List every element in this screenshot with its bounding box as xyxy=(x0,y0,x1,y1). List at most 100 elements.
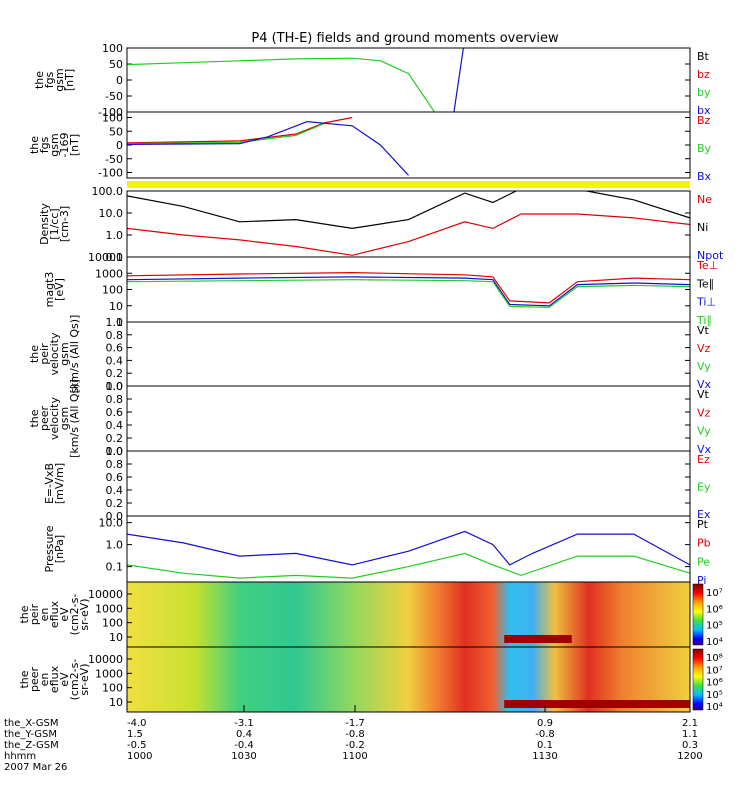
series-Ti xyxy=(127,276,690,307)
colorbar-tick-label: 10⁶ xyxy=(706,678,723,689)
x-row-value: -0.2 xyxy=(345,740,365,751)
series-By xyxy=(127,123,325,145)
y-tick-label: 0.1 xyxy=(106,561,124,574)
y-axis-label: peir xyxy=(38,343,51,365)
legend-entry: by xyxy=(697,86,711,99)
legend-entry: Ex xyxy=(697,508,711,521)
x-row-label: the_Z-GSM xyxy=(4,740,59,751)
legend-entry: Ez xyxy=(697,453,710,466)
y-axis-label: eflux xyxy=(48,665,61,693)
legend-entry: Npot xyxy=(697,249,724,262)
y-tick-label: 0.8 xyxy=(106,393,124,406)
legend-entry: Pb xyxy=(697,537,711,550)
colorbar-tick-label: 10⁵ xyxy=(706,621,723,632)
series-Pi xyxy=(127,530,690,566)
y-axis-label: [km/s (All Qs)] xyxy=(68,315,81,394)
x-row-label: the_Y-GSM xyxy=(4,729,57,740)
y-tick-label: 0.8 xyxy=(106,329,124,342)
y-tick-label: 100 xyxy=(102,682,123,695)
series-by xyxy=(127,57,436,112)
series-Pe xyxy=(127,552,690,579)
x-row-value: -0.8 xyxy=(535,729,555,740)
legend-entry: Vz xyxy=(697,342,711,355)
y-axis-label: en xyxy=(38,608,51,622)
y-tick-label: 10 xyxy=(109,631,123,644)
series-Ne xyxy=(127,213,690,256)
y-tick-label: 0.0 xyxy=(106,510,124,523)
legend-entry: Vt xyxy=(697,324,710,337)
x-row-value: -0.5 xyxy=(127,740,147,751)
y-tick-label: 0.6 xyxy=(106,342,124,355)
y-axis-label: eV xyxy=(58,672,71,687)
x-row-label: the_X-GSM xyxy=(4,718,58,729)
y-tick-label: -100 xyxy=(98,167,123,180)
colorbar-tick-label: 10⁷ xyxy=(706,665,723,676)
y-axis-label: E=-VxB xyxy=(43,463,56,504)
heatmap-image xyxy=(127,582,690,647)
panel-frame xyxy=(126,450,691,517)
x-row-value: -4.0 xyxy=(127,718,147,729)
legend-entry: bz xyxy=(697,68,710,81)
y-tick-label: 100.0 xyxy=(92,185,124,198)
colorbar-tick-label: 10⁴ xyxy=(706,702,723,713)
y-tick-label: 0.6 xyxy=(106,406,124,419)
y-tick-label: 0.6 xyxy=(106,471,124,484)
x-row-value: 0.3 xyxy=(682,740,698,751)
y-tick-label: 0 xyxy=(116,74,123,87)
panel-pressure xyxy=(126,515,691,583)
y-tick-label: -50 xyxy=(105,153,123,166)
y-axis-label: en xyxy=(38,673,51,687)
x-row-value: 0.9 xyxy=(537,718,553,729)
legend-entry: Vx xyxy=(697,443,712,456)
series-Bz xyxy=(127,116,353,144)
y-axis-label: gsm xyxy=(58,342,71,365)
y-tick-label: 1.0 xyxy=(106,316,124,329)
y-axis-label: the xyxy=(33,71,46,89)
y-axis-label: [nPa] xyxy=(53,535,66,563)
colorbar-tick-label: 10⁸ xyxy=(706,653,723,664)
y-tick-label: 1.0 xyxy=(106,445,124,458)
series-bx xyxy=(453,48,464,112)
y-axis-label: the xyxy=(28,409,41,427)
panel-temp xyxy=(126,256,691,323)
y-tick-label: 1.0 xyxy=(106,539,124,552)
x-row-value: 1.5 xyxy=(127,729,143,740)
flag-bar xyxy=(127,181,690,188)
colorbar-tick-label: 10⁶ xyxy=(706,604,723,615)
y-axis-label: Pressure xyxy=(43,525,56,572)
series-Ni xyxy=(127,191,690,230)
panel-peer xyxy=(126,385,691,452)
y-axis-label: peer xyxy=(28,667,41,693)
legend-entry: Vt xyxy=(697,388,710,401)
y-axis-label: eV xyxy=(58,607,71,622)
y-axis-label: (cm2-s- xyxy=(68,594,81,636)
heatmap-band xyxy=(504,700,690,708)
legend-entry: Pt xyxy=(697,518,709,531)
legend-entry: Te∥ xyxy=(696,277,714,290)
panel-frame xyxy=(126,111,691,179)
x-row-value: 2.1 xyxy=(682,718,698,729)
y-tick-label: 1.0 xyxy=(106,229,124,242)
legend-entry: Pi xyxy=(697,574,706,587)
y-tick-label: 10000 xyxy=(88,588,123,601)
y-axis-label: eflux xyxy=(48,600,61,628)
y-tick-label: 10000 xyxy=(88,653,123,666)
x-date-label: 2007 Mar 26 xyxy=(4,762,67,773)
legend-entry: Vy xyxy=(697,425,711,438)
y-axis-label: [km/s (All Qs)] xyxy=(68,379,81,458)
legend-entry: Vz xyxy=(697,406,711,419)
y-tick-label: 0.2 xyxy=(106,497,124,510)
x-row-value: 0.4 xyxy=(236,729,252,740)
y-axis-label: velocity xyxy=(48,397,61,440)
panel-frame xyxy=(126,321,691,387)
y-tick-label: 1 xyxy=(116,316,123,329)
y-tick-label: 0.4 xyxy=(106,354,124,367)
y-tick-label: 50 xyxy=(109,58,123,71)
y-axis-label: the xyxy=(28,136,41,154)
y-tick-label: 0.2 xyxy=(106,432,124,445)
y-axis-label: gsm xyxy=(48,133,61,156)
y-axis-label: gsm xyxy=(58,407,71,430)
x-row-value: 1100 xyxy=(342,751,367,762)
